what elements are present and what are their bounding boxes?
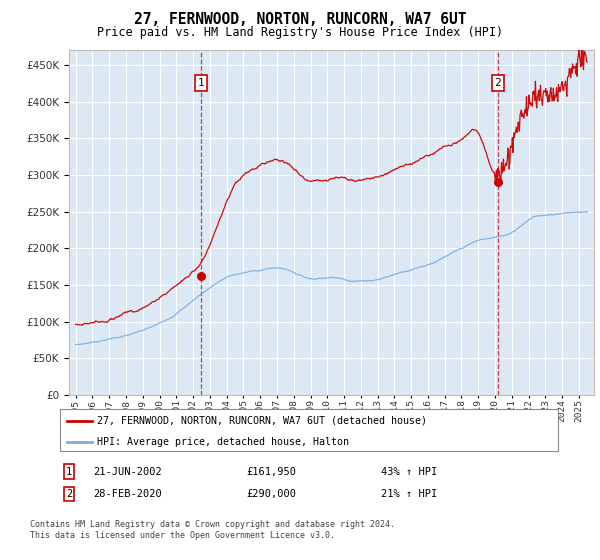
Text: This data is licensed under the Open Government Licence v3.0.: This data is licensed under the Open Gov…: [30, 531, 335, 540]
Text: Contains HM Land Registry data © Crown copyright and database right 2024.: Contains HM Land Registry data © Crown c…: [30, 520, 395, 529]
Text: 1: 1: [197, 78, 205, 88]
FancyBboxPatch shape: [60, 409, 558, 451]
Text: 2: 2: [494, 78, 501, 88]
Text: 21-JUN-2002: 21-JUN-2002: [93, 466, 162, 477]
Text: HPI: Average price, detached house, Halton: HPI: Average price, detached house, Halt…: [97, 437, 349, 446]
Text: 1: 1: [66, 466, 72, 477]
Text: £290,000: £290,000: [246, 489, 296, 499]
Text: £161,950: £161,950: [246, 466, 296, 477]
Text: 43% ↑ HPI: 43% ↑ HPI: [381, 466, 437, 477]
Text: 27, FERNWOOD, NORTON, RUNCORN, WA7 6UT: 27, FERNWOOD, NORTON, RUNCORN, WA7 6UT: [134, 12, 466, 27]
Text: Price paid vs. HM Land Registry's House Price Index (HPI): Price paid vs. HM Land Registry's House …: [97, 26, 503, 39]
Text: 2: 2: [66, 489, 72, 499]
Text: 28-FEB-2020: 28-FEB-2020: [93, 489, 162, 499]
Text: 27, FERNWOOD, NORTON, RUNCORN, WA7 6UT (detached house): 27, FERNWOOD, NORTON, RUNCORN, WA7 6UT (…: [97, 416, 427, 426]
Text: 21% ↑ HPI: 21% ↑ HPI: [381, 489, 437, 499]
